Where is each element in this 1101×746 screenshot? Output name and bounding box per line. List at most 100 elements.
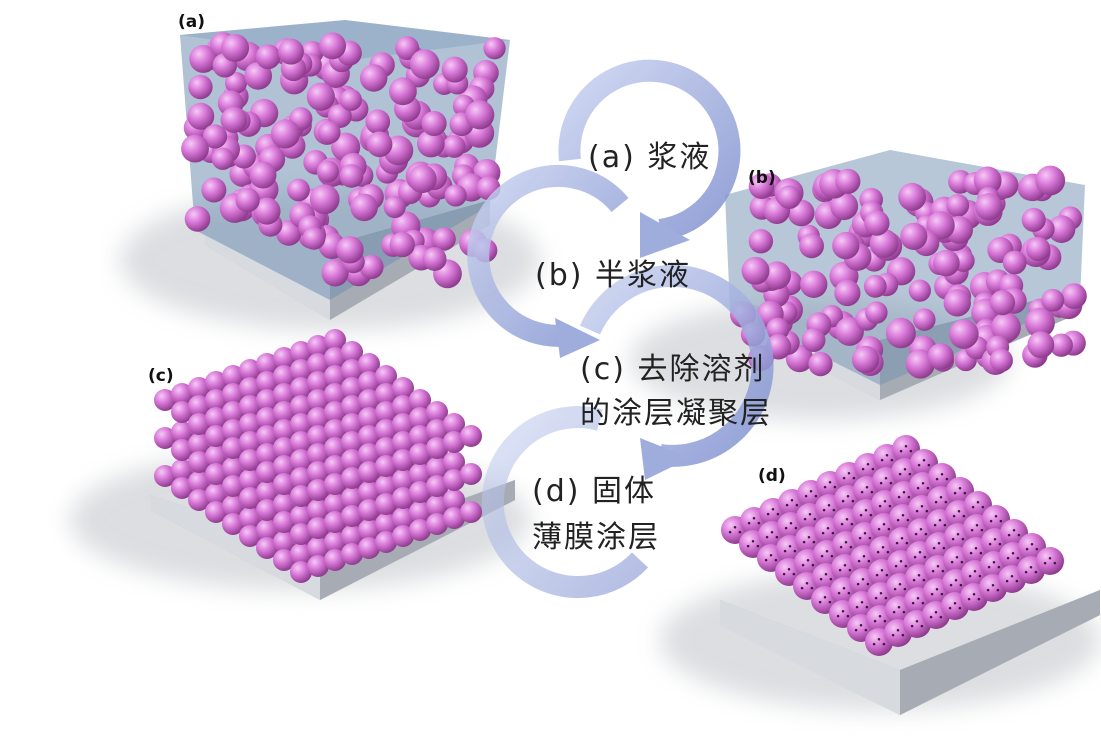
particle bbox=[205, 371, 227, 393]
panel-label-c: (c) bbox=[148, 366, 174, 386]
step-c-label-line2: 的涂层凝聚层 bbox=[580, 396, 772, 431]
particle-dot bbox=[785, 503, 789, 507]
particle-dot bbox=[976, 500, 980, 504]
arrow-d-loop bbox=[481, 406, 649, 599]
particle-dot bbox=[751, 539, 755, 543]
particle bbox=[465, 100, 495, 130]
particle bbox=[184, 206, 211, 232]
particle bbox=[1047, 215, 1076, 243]
particle bbox=[239, 469, 261, 491]
particle-dot bbox=[880, 568, 884, 572]
particle-dot bbox=[861, 467, 865, 471]
particle-dot bbox=[905, 541, 909, 545]
particle bbox=[256, 519, 278, 541]
particle-dot bbox=[998, 542, 1002, 546]
particle-dot bbox=[959, 583, 963, 587]
particle-dot bbox=[746, 544, 750, 548]
particle bbox=[395, 36, 420, 61]
particle bbox=[188, 489, 210, 511]
particle-dot bbox=[973, 569, 977, 573]
particle-dot bbox=[908, 472, 912, 476]
particle-dot bbox=[988, 542, 992, 546]
particle-dot bbox=[888, 504, 892, 508]
particle bbox=[307, 389, 329, 411]
particle-dot bbox=[864, 508, 868, 512]
particle bbox=[358, 389, 380, 411]
particle-dot bbox=[867, 559, 871, 563]
particle bbox=[273, 511, 295, 533]
particle bbox=[256, 461, 278, 483]
particle-dot bbox=[804, 494, 808, 498]
particle bbox=[1061, 283, 1087, 309]
particle-dot bbox=[783, 549, 787, 553]
arrow-c-to-d bbox=[579, 264, 774, 467]
particle bbox=[375, 475, 397, 497]
particle bbox=[375, 493, 397, 515]
particle-dot bbox=[993, 537, 997, 541]
particle-dot bbox=[943, 523, 947, 527]
particle bbox=[290, 467, 312, 489]
particle-dot bbox=[932, 546, 936, 550]
particle-dot bbox=[915, 619, 919, 623]
particle-dot bbox=[919, 527, 923, 531]
particle bbox=[800, 270, 828, 298]
particle-dot bbox=[881, 545, 885, 549]
particle bbox=[341, 413, 363, 435]
particle bbox=[358, 371, 380, 393]
particle-dot bbox=[818, 600, 822, 604]
particle bbox=[181, 134, 209, 163]
particle bbox=[341, 359, 363, 381]
particle-dot bbox=[866, 462, 870, 466]
particle bbox=[273, 493, 295, 515]
particle bbox=[1002, 250, 1027, 275]
particle-dot bbox=[977, 597, 981, 601]
particle bbox=[946, 193, 970, 217]
particle-dot bbox=[989, 519, 993, 523]
particle-dot bbox=[859, 513, 863, 517]
particle bbox=[409, 481, 431, 503]
particle-dot bbox=[922, 578, 926, 582]
particle bbox=[307, 461, 329, 483]
particle bbox=[290, 341, 312, 363]
particle-dot bbox=[960, 560, 964, 564]
particle bbox=[270, 119, 301, 149]
particle-dot bbox=[857, 559, 861, 563]
particle-dot bbox=[999, 519, 1003, 523]
particle bbox=[341, 341, 363, 363]
particle bbox=[307, 407, 329, 429]
particle-dot bbox=[1034, 570, 1038, 574]
particle-dot bbox=[934, 500, 938, 504]
particle bbox=[762, 261, 792, 290]
particle-dot bbox=[856, 582, 860, 586]
particle bbox=[187, 102, 215, 130]
particle bbox=[341, 487, 363, 509]
particle-dot bbox=[895, 541, 899, 545]
particle bbox=[748, 173, 775, 199]
particle-dot bbox=[775, 535, 779, 539]
particle-dot bbox=[861, 577, 865, 581]
particle bbox=[307, 353, 329, 375]
particle-dot bbox=[904, 564, 908, 568]
particle-dot bbox=[987, 565, 991, 569]
arrow-a-to-b bbox=[558, 59, 741, 241]
particle-dot bbox=[842, 476, 846, 480]
particle bbox=[359, 254, 384, 279]
particle bbox=[426, 401, 448, 423]
particle bbox=[358, 537, 380, 559]
particle-dot bbox=[894, 564, 898, 568]
particle bbox=[324, 347, 346, 369]
particle-dot bbox=[911, 601, 915, 605]
particle bbox=[863, 274, 887, 298]
particle bbox=[222, 495, 244, 517]
particle-dot bbox=[854, 628, 858, 632]
particle bbox=[885, 318, 916, 349]
particle-dot bbox=[922, 458, 926, 462]
particle-dot bbox=[975, 523, 979, 527]
particle-dot bbox=[994, 514, 998, 518]
particle-dot bbox=[809, 489, 813, 493]
particle-dot bbox=[1007, 533, 1011, 537]
particle bbox=[927, 343, 954, 370]
particle bbox=[290, 449, 312, 471]
particle-dot bbox=[832, 508, 836, 512]
particle bbox=[256, 537, 278, 559]
